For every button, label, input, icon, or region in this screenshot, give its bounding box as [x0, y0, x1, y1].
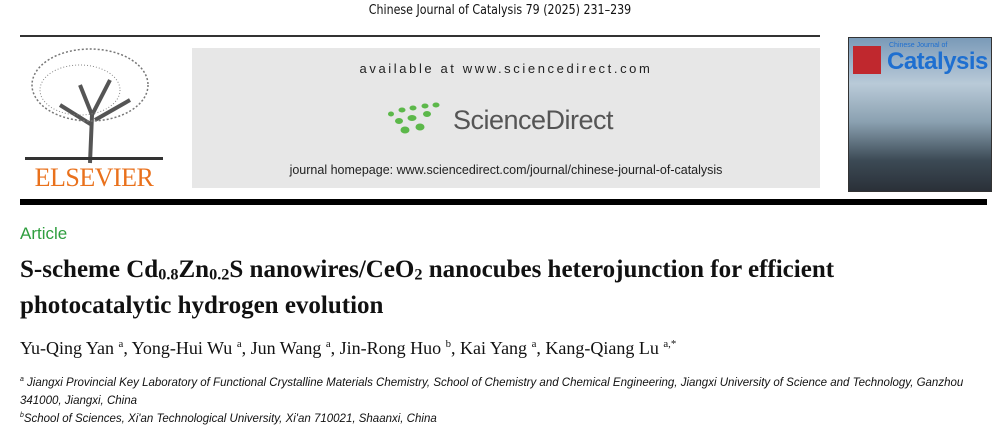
sciencedirect-leaves-icon	[388, 102, 440, 134]
cover-title: Catalysis	[887, 48, 988, 75]
title-subscript: 2	[414, 265, 423, 284]
header-thick-divider	[20, 199, 987, 205]
sciencedirect-logo[interactable]: ScienceDirect	[385, 100, 614, 140]
title-text: S nanowires/CeO	[229, 256, 415, 283]
author[interactable]: Kang-Qiang Lu a,*	[545, 338, 677, 358]
author[interactable]: Jun Wang a	[250, 338, 331, 358]
cover-subtitle: Chinese Journal of	[889, 42, 948, 49]
author-list: Yu-Qing Yan a, Yong-Hui Wu a, Jun Wang a…	[20, 338, 677, 358]
author[interactable]: Yong-Hui Wu a	[131, 338, 242, 358]
article-title: S-scheme Cd0.8Zn0.2S nanowires/CeO2 nano…	[20, 254, 990, 321]
author[interactable]: Kai Yang a	[460, 338, 537, 358]
elsevier-logo: ELSEVIER	[20, 45, 168, 193]
title-subscript: 0.8	[158, 265, 179, 284]
journal-homepage-link[interactable]: journal homepage: www.sciencedirect.com/…	[289, 163, 723, 177]
sciencedirect-wordmark: ScienceDirect	[453, 104, 614, 135]
article-type-label: Article	[20, 224, 68, 243]
author[interactable]: Jin-Rong Huo b	[339, 338, 452, 358]
cover-chinese-logo	[853, 46, 881, 74]
title-text: S-scheme Cd	[20, 256, 159, 283]
sciencedirect-banner: available at www.sciencedirect.com Scien…	[192, 48, 820, 188]
affiliation-text: School of Sciences, Xi'an Technological …	[23, 412, 437, 425]
affiliation-mark: b	[20, 412, 24, 419]
author[interactable]: Yu-Qing Yan a	[20, 338, 124, 358]
elsevier-wordmark: ELSEVIER	[34, 163, 154, 192]
affiliation-text: Jiangxi Provincial Key Laboratory of Fun…	[20, 376, 964, 407]
affiliation-mark: a	[20, 376, 24, 383]
title-text: Zn	[178, 256, 210, 283]
affiliation-b: bSchool of Sciences, Xi'an Technological…	[20, 407, 980, 428]
available-at-text: available at www.sciencedirect.com	[359, 61, 653, 76]
journal-cover-image: Chinese Journal of Catalysis	[848, 37, 992, 192]
journal-citation: Chinese Journal of Catalysis 79 (2025) 2…	[368, 3, 632, 18]
affiliation-a: a Jiangxi Provincial Key Laboratory of F…	[20, 371, 980, 410]
elsevier-tree-icon	[25, 48, 163, 164]
title-text: nanocubes heterojunction for efficient p…	[20, 256, 835, 320]
header-divider	[20, 35, 820, 37]
title-subscript: 0.2	[209, 265, 230, 284]
